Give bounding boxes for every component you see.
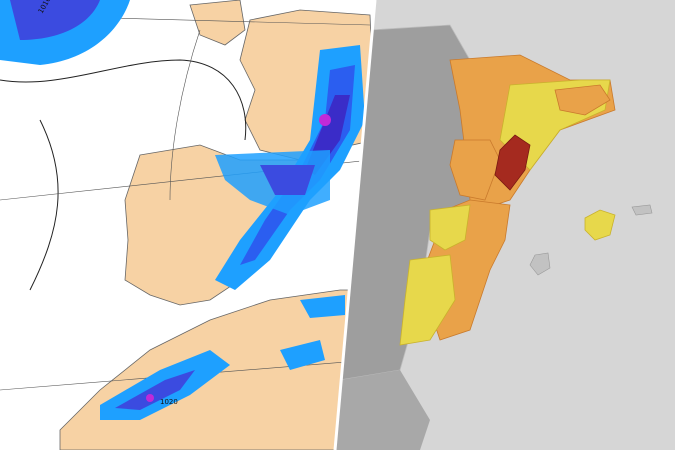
warning-map [335,0,675,450]
divider [333,0,377,450]
forecast-map: 1016 1020 [0,0,375,450]
precipitation [0,0,365,420]
isobar-label: 1020 [160,398,178,406]
